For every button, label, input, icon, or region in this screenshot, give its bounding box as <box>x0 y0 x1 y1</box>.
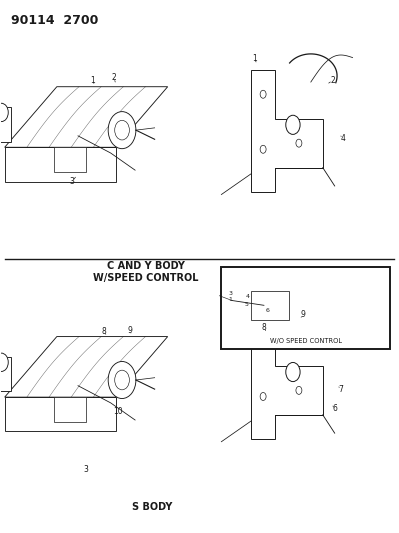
Circle shape <box>0 103 8 122</box>
Circle shape <box>108 361 136 399</box>
Circle shape <box>296 139 302 147</box>
Text: 10: 10 <box>113 407 123 416</box>
Text: 4: 4 <box>245 294 249 300</box>
Circle shape <box>286 362 300 382</box>
Circle shape <box>260 90 266 98</box>
Text: 6: 6 <box>266 308 270 312</box>
Text: 1: 1 <box>252 54 257 62</box>
Text: 3: 3 <box>70 177 75 186</box>
Text: 3: 3 <box>84 465 89 474</box>
Circle shape <box>260 392 266 400</box>
Text: 7: 7 <box>338 385 343 394</box>
Bar <box>0 357 11 391</box>
Bar <box>53 147 86 173</box>
Text: C AND Y BODY
W/SPEED CONTROL: C AND Y BODY W/SPEED CONTROL <box>93 261 199 283</box>
Text: 9: 9 <box>300 310 305 319</box>
Text: 8: 8 <box>261 323 266 332</box>
Circle shape <box>115 370 129 390</box>
Circle shape <box>115 120 129 140</box>
Circle shape <box>296 386 302 394</box>
Text: 1: 1 <box>90 76 95 85</box>
Text: 8: 8 <box>102 327 107 336</box>
Circle shape <box>0 353 8 372</box>
Text: W/O SPEED CONTROL: W/O SPEED CONTROL <box>270 337 342 344</box>
Bar <box>0 107 11 142</box>
Text: 6: 6 <box>332 405 337 414</box>
Bar <box>221 266 390 349</box>
Text: 2: 2 <box>329 76 335 85</box>
Text: 1: 1 <box>229 297 233 302</box>
Text: S BODY: S BODY <box>132 502 172 512</box>
Circle shape <box>108 111 136 149</box>
Circle shape <box>260 337 266 345</box>
Text: 5: 5 <box>245 302 248 308</box>
Text: 3: 3 <box>229 290 233 296</box>
Bar <box>53 397 86 422</box>
Circle shape <box>286 115 300 134</box>
Text: 9: 9 <box>128 326 132 335</box>
Circle shape <box>260 146 266 154</box>
Text: 2: 2 <box>112 73 117 82</box>
Text: 4: 4 <box>340 134 345 143</box>
Text: 90114  2700: 90114 2700 <box>11 14 98 27</box>
